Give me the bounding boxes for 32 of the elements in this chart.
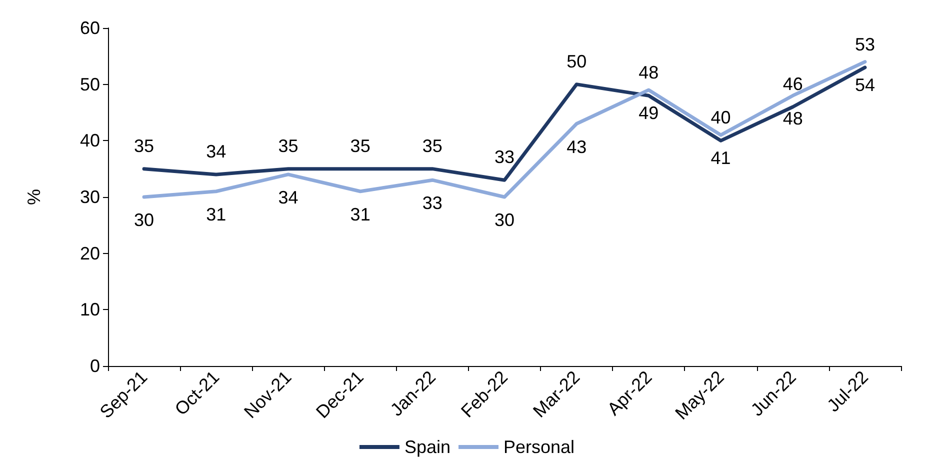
data-label: 30 <box>494 210 515 230</box>
data-label: 35 <box>134 136 154 156</box>
data-label: 35 <box>422 136 442 156</box>
data-label: 48 <box>782 108 803 129</box>
y-axis-title: % <box>24 188 44 206</box>
data-label: 33 <box>494 147 515 168</box>
y-tick-label: 0 <box>90 356 100 376</box>
data-label: 35 <box>350 136 370 156</box>
y-tick-label: 40 <box>80 130 100 151</box>
data-label: 31 <box>206 204 226 224</box>
data-label: 48 <box>638 62 659 83</box>
y-tick-label: 30 <box>80 187 100 207</box>
data-label: 40 <box>710 108 731 128</box>
data-label: 31 <box>350 204 370 224</box>
data-label: 34 <box>206 141 226 162</box>
data-label: 49 <box>638 102 659 123</box>
data-label: 43 <box>566 136 587 157</box>
data-label: 41 <box>710 148 731 168</box>
legend-label: Personal <box>504 437 575 457</box>
legend-label: Spain <box>404 437 451 457</box>
data-label: 54 <box>854 74 875 95</box>
data-label: 53 <box>854 34 875 54</box>
y-tick-label: 60 <box>80 18 100 38</box>
y-tick-label: 10 <box>80 300 100 320</box>
data-label: 33 <box>422 193 442 214</box>
data-label: 46 <box>782 74 803 94</box>
data-label: 34 <box>278 187 298 208</box>
data-label: 50 <box>566 51 587 72</box>
data-label: 30 <box>134 210 154 230</box>
y-tick-label: 50 <box>80 74 100 94</box>
y-tick-label: 20 <box>80 243 100 264</box>
data-label: 35 <box>278 136 298 156</box>
